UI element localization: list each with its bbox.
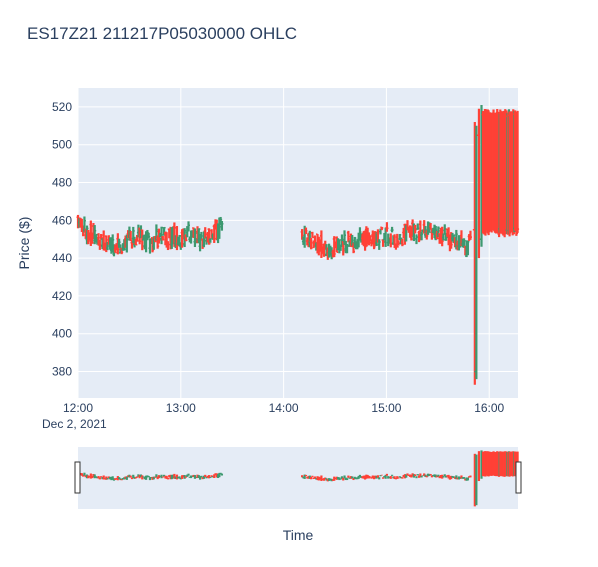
y-axis-title: Price ($) — [16, 217, 32, 270]
y-tick-label: 440 — [52, 251, 72, 265]
x-date-label: Dec 2, 2021 — [42, 417, 107, 431]
chart-title: ES17Z21 211217P05030000 OHLC — [27, 24, 297, 43]
x-axis-title: Time — [283, 527, 314, 543]
x-tick-label: 15:00 — [371, 401, 401, 415]
x-tick-label: 14:00 — [269, 401, 299, 415]
y-tick-label: 500 — [52, 138, 72, 152]
slider-handle-right[interactable] — [515, 461, 522, 494]
range-slider[interactable] — [74, 447, 522, 509]
y-tick-label: 380 — [52, 365, 72, 379]
slider-handle-left[interactable] — [74, 461, 81, 494]
x-tick-label: 13:00 — [166, 401, 196, 415]
y-tick-label: 520 — [52, 100, 72, 114]
y-tick-label: 460 — [52, 213, 72, 227]
y-tick-labels: 380 400 420 440 460 480 500 520 — [52, 100, 72, 379]
x-tick-labels: 12:00 13:00 14:00 15:00 16:00 — [63, 401, 505, 415]
x-tick-label: 16:00 — [474, 401, 504, 415]
y-tick-label: 480 — [52, 176, 72, 190]
y-tick-label: 420 — [52, 289, 72, 303]
ohlc-bars — [76, 105, 520, 385]
x-tick-label: 12:00 — [63, 401, 93, 415]
y-tick-label: 400 — [52, 327, 72, 341]
